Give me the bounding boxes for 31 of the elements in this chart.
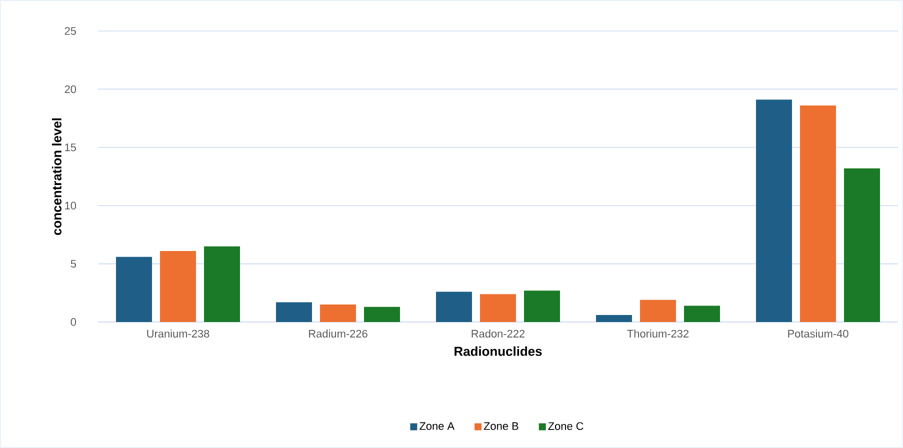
bar — [524, 290, 560, 322]
bar — [364, 306, 400, 322]
bar — [204, 246, 240, 322]
x-axis-title: Radionuclides — [454, 346, 542, 356]
bar — [320, 304, 356, 322]
y-tick-label: 10 — [65, 202, 76, 210]
bar — [596, 315, 632, 322]
bar — [480, 294, 516, 322]
y-tick-label: 20 — [64, 85, 76, 94]
y-tick-label: 15 — [65, 144, 76, 152]
bar — [844, 168, 880, 322]
x-tick-label: Potasium-40 — [788, 330, 848, 338]
bar — [160, 250, 196, 322]
legend-label: Zone C — [548, 422, 584, 430]
bar — [640, 300, 676, 322]
bar — [436, 292, 472, 322]
x-tick-label: Radium-226 — [309, 330, 368, 338]
bar — [800, 105, 836, 322]
y-axis-title: concentration level — [52, 118, 62, 236]
y-tick-label: 5 — [70, 260, 76, 268]
bar — [756, 100, 792, 322]
bar — [116, 256, 152, 322]
x-tick-label: Thorium-232 — [627, 330, 689, 338]
x-tick-label: Uranium-238 — [147, 330, 210, 338]
x-tick-label: Radon-222 — [472, 330, 525, 338]
y-tick-label: 0 — [70, 318, 76, 326]
y-tick-label: 25 — [64, 27, 76, 35]
legend-label: Zone B — [484, 422, 518, 430]
bar — [276, 302, 312, 322]
legend-label: Zone A — [420, 422, 455, 430]
bar — [684, 306, 720, 322]
